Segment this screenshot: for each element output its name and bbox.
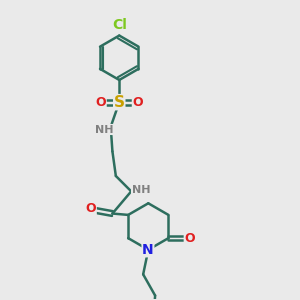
- Text: S: S: [114, 95, 125, 110]
- Text: O: O: [85, 202, 96, 215]
- Text: NH: NH: [131, 184, 150, 195]
- Text: O: O: [184, 232, 195, 244]
- Text: N: N: [142, 243, 154, 257]
- Text: Cl: Cl: [112, 18, 127, 32]
- Text: O: O: [132, 96, 143, 109]
- Text: NH: NH: [95, 124, 114, 134]
- Text: O: O: [95, 96, 106, 109]
